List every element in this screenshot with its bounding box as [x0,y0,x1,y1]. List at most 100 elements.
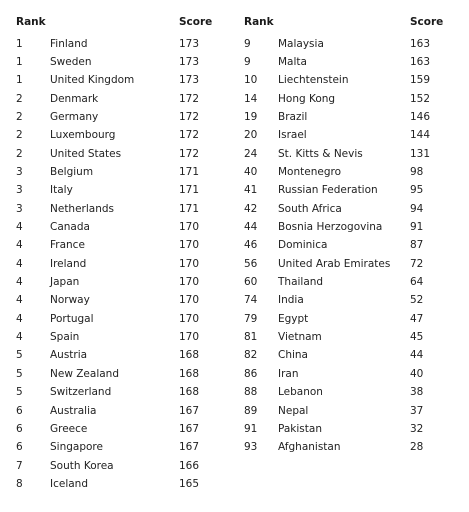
country-cell: Hong Kong [278,92,336,105]
rank-cell: 24 [244,147,258,160]
table-row: 14 Hong Kong 152 [240,90,469,108]
country-cell: Vietnam [278,331,322,344]
score-cell: 98 [410,165,424,178]
table-row: 4 Japan 170 [0,273,240,291]
country-cell: South Korea [50,459,114,472]
table-row: 4 Canada 170 [0,218,240,236]
score-cell: 171 [179,202,200,215]
country-cell: Austria [50,349,88,362]
score-cell: 152 [410,92,431,105]
table-row: 60 Thailand 64 [240,273,469,291]
country-cell: Montenegro [278,165,342,178]
country-cell: Pakistan [278,422,322,435]
country-cell: Russian Federation [278,184,378,197]
country-cell: France [50,239,85,252]
score-cell: 72 [410,257,424,270]
score-cell: 170 [179,221,200,233]
score-cell: 170 [179,312,200,325]
rank-cell: 20 [244,129,258,142]
score-cell: 172 [179,129,200,142]
country-cell: Portugal [50,312,94,325]
header-row: Rank Score [240,13,469,31]
score-cell: 32 [410,422,424,435]
score-cell: 170 [179,239,200,252]
country-cell: Nepal [278,404,309,417]
table-row: 4 Portugal 170 [0,310,240,328]
table-row: 8 Iceland 165 [0,475,240,493]
rank-cell: 8 [16,477,23,490]
score-cell: 173 [179,55,200,68]
table-row: 5 Austria 168 [0,346,240,364]
table-row: 3 Belgium 171 [0,163,240,181]
rank-cell: 82 [244,349,258,362]
table-row: 88 Lebanon 38 [240,383,469,401]
table-row: 79 Egypt 47 [240,310,469,328]
score-cell: 170 [179,276,200,289]
country-cell: Ireland [50,257,87,270]
table-row: 2 Germany 172 [0,108,240,126]
table-row: 42 South Africa 94 [240,200,469,218]
score-cell: 163 [410,37,431,50]
score-cell: 163 [410,55,431,68]
country-cell: St. Kitts & Nevis [278,147,363,160]
score-cell: 170 [179,331,200,344]
rank-cell: 4 [16,276,23,289]
rank-cell: 4 [16,294,23,307]
rank-cell: 1 [16,37,23,50]
table-row: 3 Italy 171 [0,181,240,199]
score-cell: 167 [179,441,200,454]
country-cell: Switzerland [50,386,112,399]
score-cell: 40 [410,367,424,380]
table-row: 89 Nepal 37 [240,402,469,420]
score-cell: 172 [179,92,200,105]
table-row: 4 Ireland 170 [0,255,240,273]
country-cell: Finland [50,37,88,50]
country-cell: Belgium [50,165,94,178]
country-cell: South Africa [278,202,342,215]
table-row: 86 Iran 40 [240,365,469,383]
table-row: 82 China 44 [240,346,469,364]
score-cell: 168 [179,386,200,399]
table-row: 93 Afghanistan 28 [240,438,469,456]
table-row: 9 Malta 163 [240,53,469,71]
table-row: 44 Bosnia Herzogovina 91 [240,218,469,236]
rank-cell: 74 [244,294,258,307]
table-row: 6 Singapore 167 [0,438,240,456]
score-cell: 173 [179,74,200,87]
country-cell: Australia [50,404,97,417]
score-cell: 171 [179,184,200,197]
rank-cell: 6 [16,441,23,454]
country-cell: Germany [50,110,99,123]
rank-cell: 81 [244,331,258,344]
table-row: 4 Spain 170 [0,328,240,346]
score-header: Score [179,16,213,28]
table-row: 2 Luxembourg 172 [0,126,240,144]
score-cell: 171 [179,165,200,178]
rank-cell: 7 [16,459,23,472]
score-cell: 87 [410,239,424,252]
country-cell: Italy [50,184,73,197]
rank-cell: 2 [16,110,23,123]
score-cell: 170 [179,294,200,307]
rank-cell: 5 [16,386,23,399]
rank-cell: 9 [244,55,251,68]
table-row: 1 United Kingdom 173 [0,71,240,89]
table-row: 4 Norway 170 [0,291,240,309]
score-header: Score [410,16,444,28]
country-cell: Iran [278,367,299,380]
country-cell: Sweden [50,55,92,68]
country-cell: Singapore [50,441,103,454]
score-cell: 172 [179,147,200,160]
country-cell: Spain [50,331,80,344]
rank-cell: 41 [244,184,258,197]
rank-cell: 44 [244,221,258,233]
table-row: 10 Liechtenstein 159 [240,71,469,89]
rank-cell: 3 [16,202,23,215]
score-cell: 159 [410,74,431,87]
score-cell: 166 [179,459,200,472]
rank-cell: 93 [244,441,258,454]
rank-cell: 10 [244,74,258,87]
table-row: 6 Australia 167 [0,402,240,420]
score-cell: 165 [179,477,200,490]
score-cell: 45 [410,331,424,344]
